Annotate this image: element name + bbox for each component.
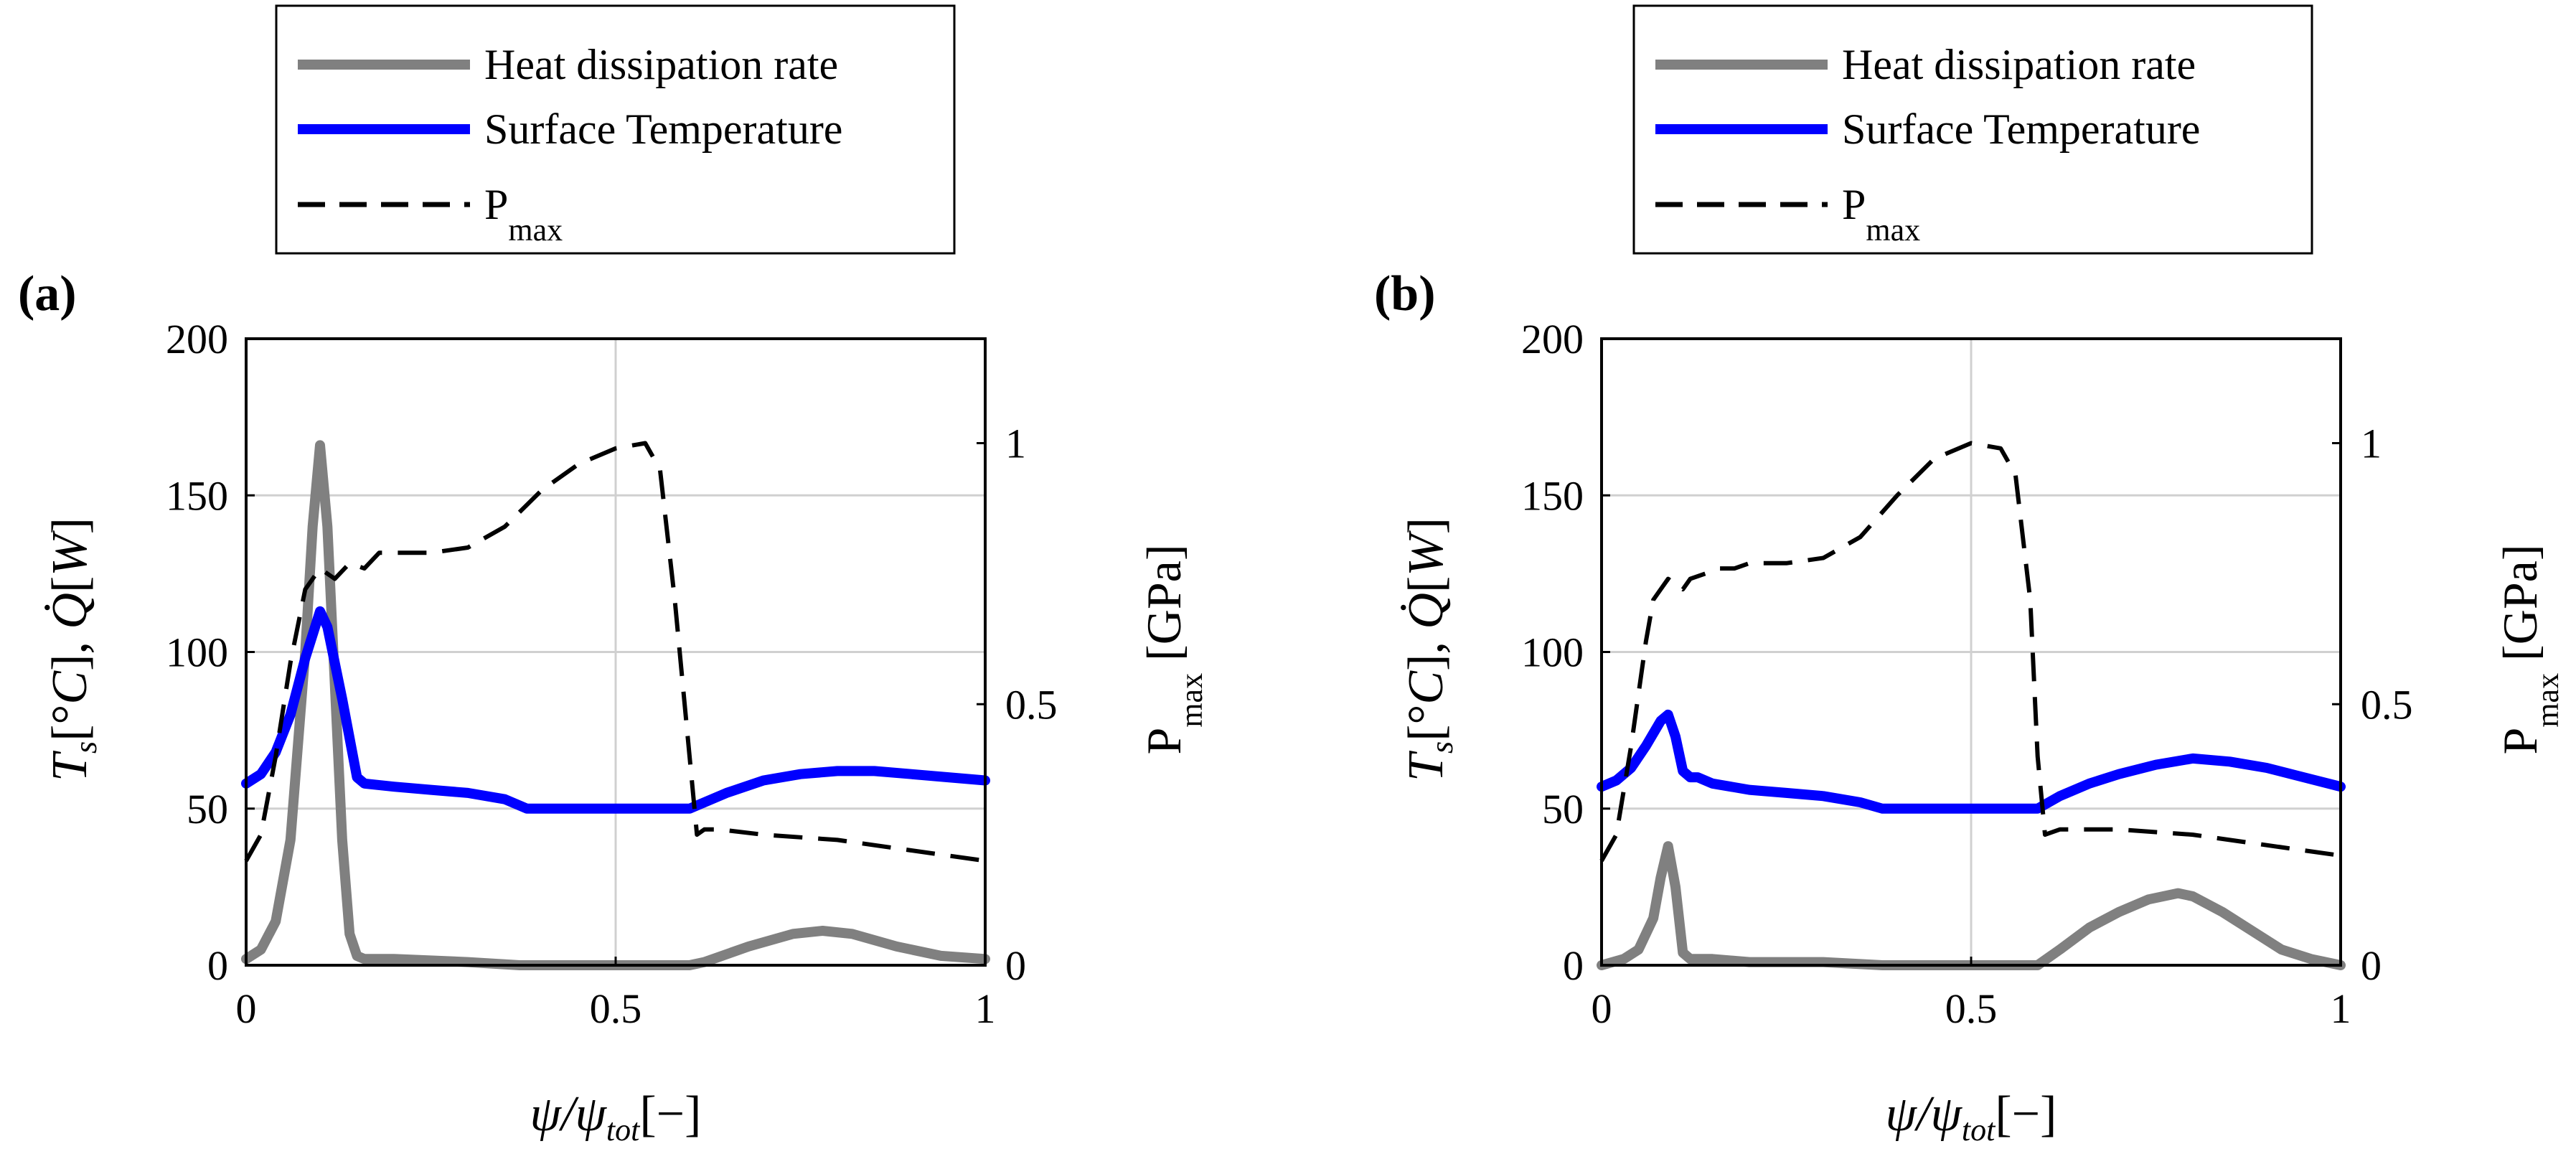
series-line-surface-temperature	[241, 606, 990, 814]
y-axis-label: Ts[°C], Q̇[W]	[1399, 517, 1459, 782]
y-label-ts: T	[1399, 750, 1454, 782]
panel-label: (b)	[1374, 266, 1436, 322]
series-line-heat-dissipation-rate	[241, 440, 990, 970]
y2-tick-label: 0.5	[2361, 681, 2413, 728]
panel-label: (a)	[18, 266, 77, 322]
y-tick-label: 100	[1521, 629, 1584, 676]
x-tick-label: 0	[236, 985, 257, 1032]
y-tick-label: 200	[1521, 316, 1584, 362]
y2-label-tail: [GPa]	[2493, 545, 2547, 673]
legend-label-heat-dissipation: Heat dissipation rate	[1842, 41, 2196, 88]
legend-label-pmax: Pmax	[1842, 181, 1920, 248]
legend-label-surface-temperature: Surface Temperature	[1842, 105, 2200, 153]
legend-label-heat-dissipation: Heat dissipation rate	[484, 41, 838, 88]
y-tick-label: 50	[1542, 786, 1584, 832]
x-label-sub: tot	[606, 1112, 641, 1148]
y-tick-label: 0	[1563, 942, 1584, 989]
legend-label-pmax: Pmax	[484, 181, 563, 248]
y-label-qdot: Q̇	[1399, 593, 1454, 629]
y2-label-main: P	[1137, 728, 1191, 755]
x-axis-label: ψ/ψtot[−]	[1886, 1087, 2057, 1148]
y2-tick-label: 0	[2361, 942, 2382, 989]
y2-tick-label: 1	[1005, 421, 1026, 467]
y-tick-label: 150	[1521, 472, 1584, 519]
legend-label-pmax-main: P	[1842, 181, 1866, 228]
panel-b: Heat dissipation rate Surface Temperatur…	[1374, 4, 2565, 1148]
x-axis-label: ψ/ψtot[−]	[530, 1087, 702, 1148]
x-tick-label: 0	[1592, 985, 1612, 1032]
y2-label-tail: [GPa]	[1137, 545, 1191, 673]
x-tick-label: 0.5	[590, 985, 642, 1032]
y-tick-label: 200	[166, 316, 228, 362]
x-tick-label: 1	[975, 985, 996, 1032]
series-line-pmax	[1599, 441, 2341, 862]
y2-axis-label: Pmax [GPa]	[1137, 545, 1209, 755]
y-label-qdot: Q̇	[42, 593, 98, 629]
y2-tick-label: 1	[2361, 421, 2382, 467]
y2-label-main: P	[2493, 728, 2547, 755]
series-line-surface-temperature	[1597, 709, 2346, 814]
y-tick-label: 0	[207, 942, 228, 989]
legend-label-surface-temperature: Surface Temperature	[484, 105, 842, 153]
x-label-tail: [−]	[639, 1087, 701, 1142]
x-tick-label: 0.5	[1945, 985, 1998, 1032]
y2-label-sub: max	[2530, 673, 2565, 728]
y-tick-label: 100	[166, 629, 228, 676]
legend-label-pmax-sub: max	[508, 212, 563, 248]
x-label-sub: tot	[1962, 1112, 1996, 1148]
y-label-ts: T	[42, 750, 98, 782]
x-tick-label: 1	[2331, 985, 2351, 1032]
x-label-tail: [−]	[1995, 1087, 2056, 1142]
y2-axis-label: Pmax [GPa]	[2493, 545, 2565, 755]
y-axis-label: Ts[°C], Q̇[W]	[42, 517, 103, 782]
grid	[1602, 339, 2341, 965]
x-label-main: ψ/ψ	[530, 1087, 608, 1142]
legend-label-pmax-main: P	[484, 181, 508, 228]
y2-tick-label: 0	[1005, 942, 1026, 989]
y-tick-label: 150	[166, 472, 228, 519]
y2-label-sub: max	[1174, 673, 1209, 728]
y-tick-label: 50	[187, 786, 228, 832]
series-line-pmax	[244, 441, 986, 863]
series-layer	[241, 440, 990, 970]
y2-tick-label: 0.5	[1005, 681, 1058, 728]
grid	[246, 339, 985, 965]
panel-a: Heat dissipation rate Surface Temperatur…	[18, 4, 1209, 1148]
legend-label-pmax-sub: max	[1866, 212, 1920, 248]
x-label-main: ψ/ψ	[1886, 1087, 1963, 1142]
